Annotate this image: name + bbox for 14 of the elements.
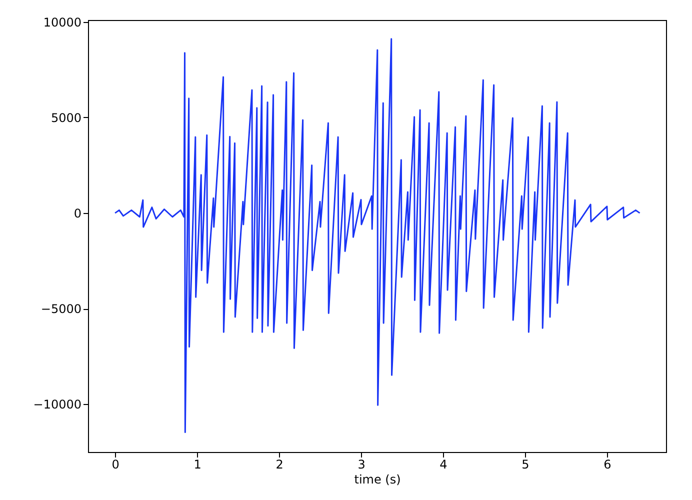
x-tick-label: 1 (194, 458, 202, 472)
line-series (114, 38, 641, 434)
y-tick-label: −5000 (40, 302, 82, 316)
y-tick-label: 0 (74, 206, 82, 221)
x-tick-label: 3 (358, 458, 366, 472)
y-tick-label: 10000 (43, 15, 82, 30)
x-tick-label: 6 (604, 458, 612, 472)
x-tick-label: 4 (440, 458, 448, 472)
x-tick-label: 0 (112, 458, 120, 472)
x-axis-title: time (s) (354, 472, 401, 486)
x-tick-label: 2 (276, 458, 284, 472)
y-tick-label: −10000 (33, 398, 82, 412)
x-tick-label: 5 (522, 458, 530, 472)
y-tick-label: 5000 (50, 110, 82, 125)
